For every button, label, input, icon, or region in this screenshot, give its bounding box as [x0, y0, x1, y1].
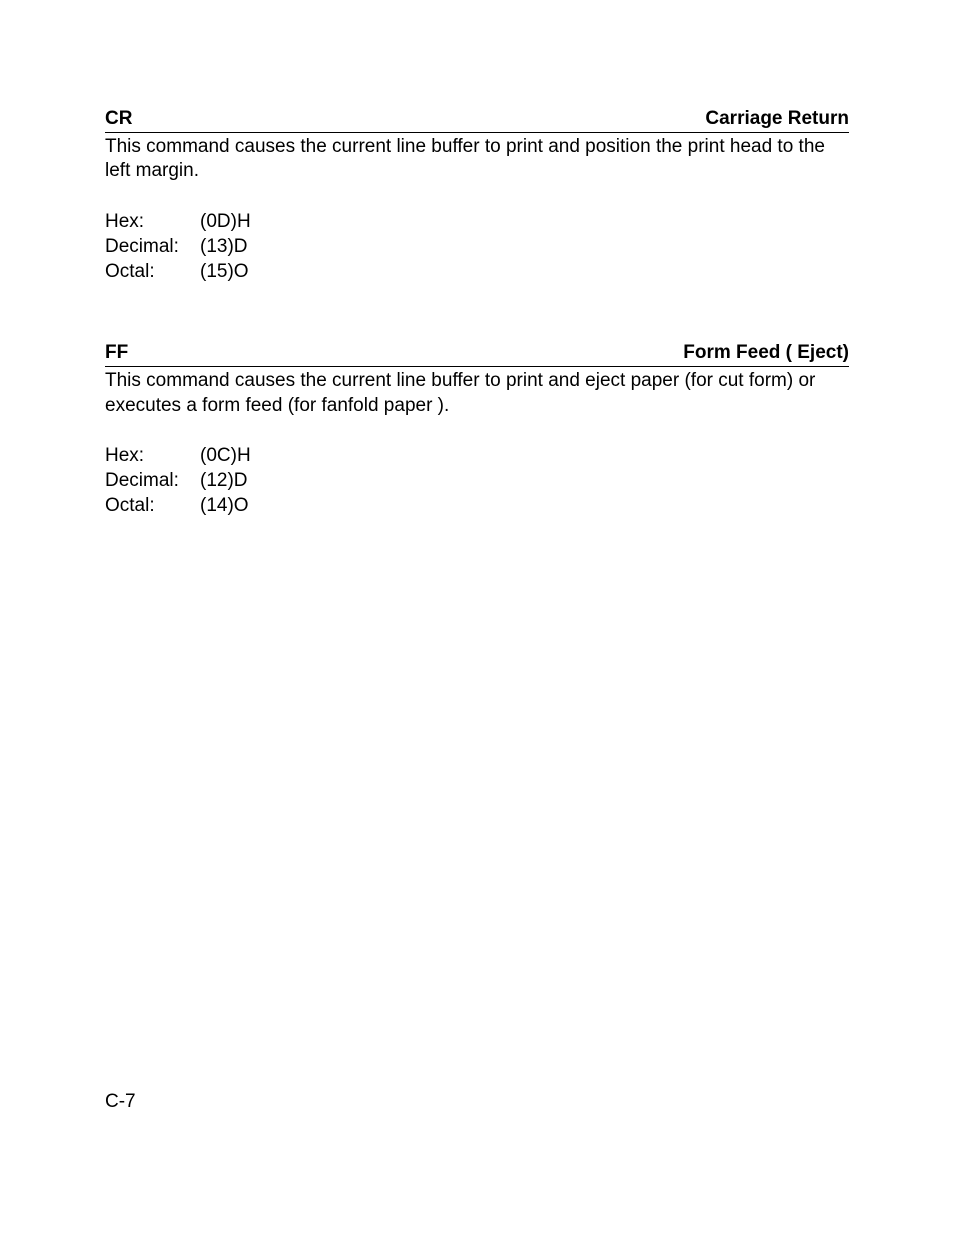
hex-value: (0C)H [200, 444, 251, 469]
command-description: This command causes the current line buf… [105, 369, 849, 418]
entry-header: FF Form Feed ( Eject) [105, 342, 849, 367]
decimal-label: Decimal: [105, 469, 200, 494]
decimal-label: Decimal: [105, 235, 200, 260]
code-table: Hex: (0D)H Decimal: (13)D Octal: (15)O [105, 210, 849, 284]
entry-header: CR Carriage Return [105, 108, 849, 133]
document-page: CR Carriage Return This command causes t… [0, 0, 954, 1235]
command-title: Carriage Return [705, 108, 849, 131]
hex-label: Hex: [105, 210, 200, 235]
command-code: FF [105, 342, 128, 365]
code-row-octal: Octal: (15)O [105, 260, 849, 285]
hex-label: Hex: [105, 444, 200, 469]
octal-label: Octal: [105, 260, 200, 285]
decimal-value: (12)D [200, 469, 248, 494]
code-row-decimal: Decimal: (12)D [105, 469, 849, 494]
octal-value: (15)O [200, 260, 249, 285]
command-title: Form Feed ( Eject) [683, 342, 849, 365]
code-row-hex: Hex: (0D)H [105, 210, 849, 235]
command-description: This command causes the current line buf… [105, 135, 849, 184]
decimal-value: (13)D [200, 235, 248, 260]
code-row-octal: Octal: (14)O [105, 494, 849, 519]
code-table: Hex: (0C)H Decimal: (12)D Octal: (14)O [105, 444, 849, 518]
code-row-hex: Hex: (0C)H [105, 444, 849, 469]
page-number: C-7 [105, 1091, 136, 1113]
octal-label: Octal: [105, 494, 200, 519]
hex-value: (0D)H [200, 210, 251, 235]
command-entry: CR Carriage Return This command causes t… [105, 108, 849, 284]
command-entry: FF Form Feed ( Eject) This command cause… [105, 342, 849, 518]
code-row-decimal: Decimal: (13)D [105, 235, 849, 260]
octal-value: (14)O [200, 494, 249, 519]
command-code: CR [105, 108, 132, 131]
